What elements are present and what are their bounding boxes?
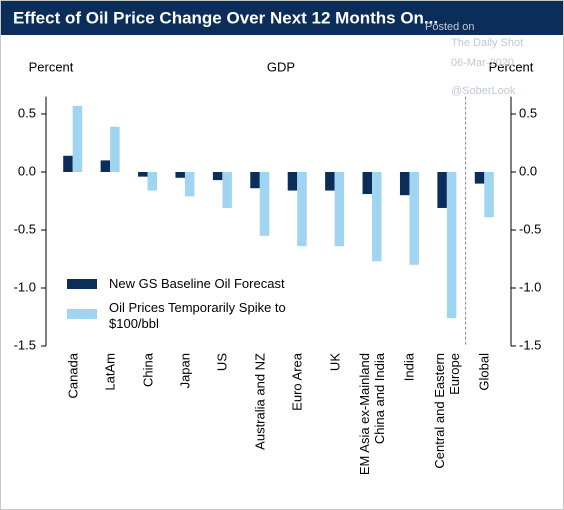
bar	[147, 172, 158, 191]
y-tick-label: -1.0	[14, 279, 36, 294]
bar	[110, 126, 120, 172]
watermark: @SoberLook	[451, 85, 516, 97]
bar	[184, 172, 195, 197]
legend-label: Oil Prices Temporarily Spike to $100/bbl	[109, 300, 286, 331]
y2-tick-label: 0.0	[519, 163, 537, 178]
bar	[212, 172, 223, 181]
x-tick-label: China	[140, 353, 156, 387]
x-tick-label: UK	[327, 353, 343, 372]
title-bar	[1, 1, 563, 35]
y-axis-label: Percent	[29, 59, 74, 74]
bar	[325, 172, 335, 191]
bar	[222, 172, 232, 208]
bar	[250, 172, 260, 189]
legend-label: New GS Baseline Oil Forecast	[109, 276, 285, 291]
bar	[175, 172, 185, 178]
bar	[437, 172, 447, 208]
bar	[100, 160, 111, 172]
y-tick-label: -1.5	[14, 337, 36, 352]
bar	[399, 172, 410, 196]
bar	[334, 172, 345, 247]
x-axis-label: GDP	[267, 59, 295, 74]
bar	[287, 172, 298, 191]
x-tick-label: India	[401, 353, 417, 382]
y-tick-label: -0.5	[14, 221, 36, 236]
bar	[63, 155, 73, 172]
bar	[138, 172, 148, 177]
bar	[474, 172, 485, 184]
watermark: 06-Mar-2020	[451, 57, 514, 69]
y2-tick-label: 0.5	[519, 105, 537, 120]
bar	[372, 172, 382, 262]
bar	[259, 172, 270, 236]
y-tick-label: 0.0	[18, 163, 36, 178]
x-tick-label: US	[214, 353, 230, 372]
x-tick-label: Canada	[65, 353, 81, 399]
legend-swatch	[67, 309, 97, 319]
bar	[446, 172, 457, 319]
bar	[362, 172, 373, 195]
y2-tick-label: -0.5	[519, 221, 541, 236]
x-tick-label: Euro Area	[289, 353, 305, 411]
x-tick-label: LatAm	[102, 353, 118, 391]
y-tick-label: 0.5	[18, 105, 36, 120]
y2-tick-label: -1.5	[519, 337, 541, 352]
bar	[297, 172, 307, 247]
watermark: Posted on	[425, 21, 475, 33]
legend-swatch	[67, 279, 97, 289]
y2-tick-label: -1.0	[519, 279, 541, 294]
x-tick-label: EM Asia ex-Mainland China and India	[357, 353, 388, 476]
bar	[484, 172, 494, 218]
x-tick-label: Japan	[177, 353, 193, 389]
x-tick-label: Australia and NZ	[252, 353, 268, 450]
bar	[72, 105, 83, 172]
chart-title: Effect of Oil Price Change Over Next 12 …	[13, 8, 438, 27]
bar	[409, 172, 419, 265]
watermark: The Daily Shot	[451, 37, 523, 49]
x-tick-label: Central and Eastern Europe	[431, 353, 462, 469]
x-tick-label: Global	[476, 353, 492, 391]
y2-axis-label: Percent	[489, 59, 534, 74]
